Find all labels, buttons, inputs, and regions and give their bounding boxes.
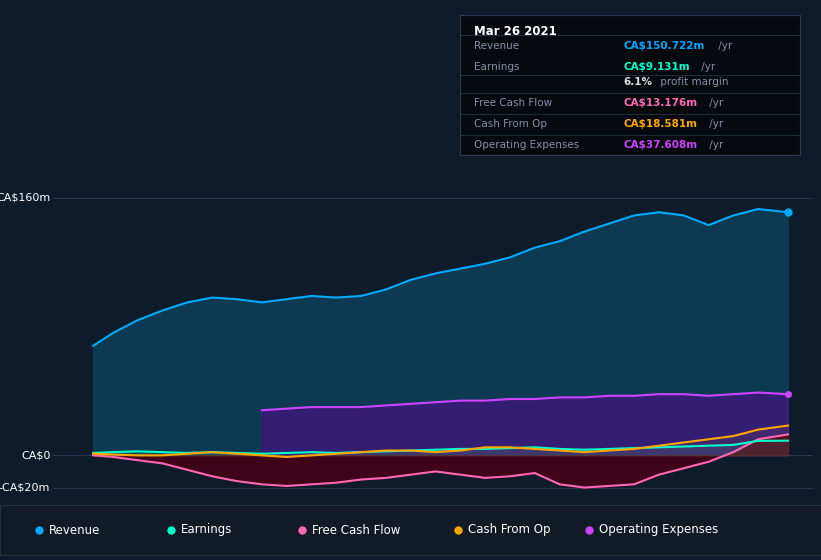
- Text: Operating Expenses: Operating Expenses: [474, 140, 579, 150]
- Text: CA$160m: CA$160m: [0, 193, 50, 203]
- Text: -CA$20m: -CA$20m: [0, 483, 50, 493]
- Text: CA$13.176m: CA$13.176m: [623, 98, 697, 108]
- Text: Revenue: Revenue: [474, 41, 519, 51]
- Text: Free Cash Flow: Free Cash Flow: [312, 524, 401, 536]
- Text: Earnings: Earnings: [474, 62, 519, 72]
- Text: /yr: /yr: [707, 119, 724, 129]
- Text: CA$37.608m: CA$37.608m: [623, 140, 697, 150]
- Text: profit margin: profit margin: [657, 77, 728, 87]
- Text: CA$18.581m: CA$18.581m: [623, 119, 697, 129]
- Text: Earnings: Earnings: [181, 524, 232, 536]
- Text: Operating Expenses: Operating Expenses: [599, 524, 718, 536]
- Text: /yr: /yr: [715, 41, 732, 51]
- Text: /yr: /yr: [698, 62, 715, 72]
- Text: /yr: /yr: [707, 140, 724, 150]
- Text: CA$0: CA$0: [21, 450, 50, 460]
- Text: Mar 26 2021: Mar 26 2021: [474, 25, 557, 38]
- Text: CA$150.722m: CA$150.722m: [623, 41, 704, 51]
- Text: Revenue: Revenue: [49, 524, 101, 536]
- Text: CA$9.131m: CA$9.131m: [623, 62, 690, 72]
- Text: Cash From Op: Cash From Op: [468, 524, 550, 536]
- Text: 6.1%: 6.1%: [623, 77, 652, 87]
- Text: /yr: /yr: [707, 98, 724, 108]
- Text: Free Cash Flow: Free Cash Flow: [474, 98, 552, 108]
- Text: Cash From Op: Cash From Op: [474, 119, 547, 129]
